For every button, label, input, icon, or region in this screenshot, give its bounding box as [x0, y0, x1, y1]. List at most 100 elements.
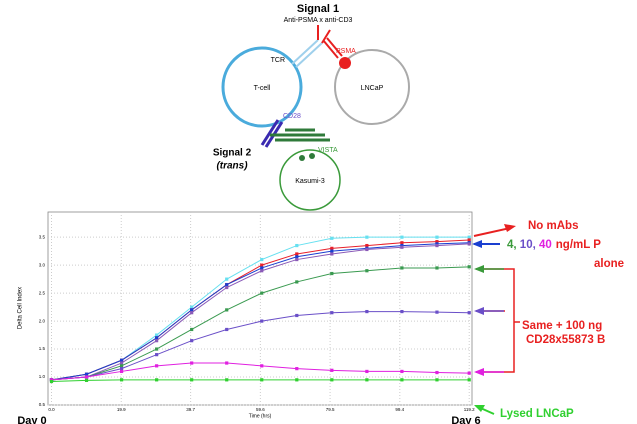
point: [365, 235, 369, 239]
y-tick-label: 1.5: [39, 346, 46, 351]
day-label: Day 0: [17, 415, 46, 424]
point: [260, 263, 264, 267]
point: [225, 378, 229, 382]
point: [155, 336, 159, 340]
point: [260, 257, 264, 262]
label: Kasumi-3: [295, 178, 325, 185]
point: [119, 358, 124, 362]
point: [467, 242, 471, 246]
point: [155, 378, 159, 382]
annotation-text: 4, 10, 40 ng/mL P: [507, 239, 601, 251]
point: [119, 367, 124, 371]
annotation: 40: [539, 239, 552, 251]
annotation: No mAbs: [528, 220, 578, 232]
label: PSMA: [336, 48, 356, 55]
point: [295, 255, 299, 259]
y-tick-label: 2.0: [39, 318, 46, 323]
point: [295, 367, 299, 371]
point: [330, 311, 334, 315]
point: [435, 235, 439, 239]
point: [400, 241, 404, 245]
point: [435, 242, 439, 246]
y-tick-label: 3.5: [39, 234, 46, 239]
point: [467, 378, 471, 382]
label: TCR: [271, 57, 285, 64]
point: [435, 370, 439, 375]
point: [49, 378, 54, 382]
point: [365, 269, 369, 273]
point: [400, 266, 404, 270]
point: [225, 283, 229, 287]
y-tick-label: 2.5: [39, 290, 46, 295]
annotation: Same + 100 ng: [522, 320, 602, 332]
x-tick-label: 19.9: [117, 407, 126, 412]
y-axis-label: Delta Cell Index: [18, 287, 24, 329]
point: [400, 378, 404, 382]
point: [330, 271, 334, 276]
annotations: No mAbs 4, 10, 40 ng/mL P alone Same + 10…: [472, 220, 624, 420]
psma: [339, 57, 351, 69]
point: [330, 378, 334, 382]
point: [400, 245, 404, 249]
point: [330, 246, 334, 250]
day-label: Day 6: [451, 415, 480, 424]
annotation: ng/mL P: [556, 239, 601, 251]
point: [119, 361, 124, 365]
y-tick-label: 0.5: [39, 402, 46, 407]
annotation: 10: [520, 239, 533, 251]
label: LNCaP: [361, 85, 384, 92]
point: [400, 243, 404, 248]
label: CD28: [283, 113, 301, 120]
point: [467, 371, 471, 375]
label: (trans): [216, 161, 248, 172]
point: [155, 333, 159, 337]
point: [190, 339, 194, 343]
point: [435, 378, 439, 382]
point: [119, 369, 124, 374]
point: [49, 379, 54, 384]
point: [190, 308, 194, 312]
label: T-cell: [254, 85, 271, 92]
point: [400, 235, 404, 239]
cell: [334, 49, 410, 125]
point: [467, 238, 471, 242]
point: [435, 266, 439, 270]
label: Anti-PSMA x anti-CD3: [284, 17, 353, 24]
point: [365, 247, 369, 252]
x-tick-label: 79.5: [326, 407, 335, 412]
antibody: [317, 25, 343, 59]
point: [400, 369, 404, 374]
point: [467, 265, 471, 269]
point: [330, 236, 334, 240]
point: [330, 249, 334, 253]
point: [155, 364, 159, 368]
point: [330, 252, 334, 256]
point: [190, 311, 194, 315]
vista: [270, 128, 330, 142]
point: [295, 378, 299, 382]
x-tick-label: 99.4: [395, 407, 404, 412]
point: [435, 243, 439, 248]
point: [365, 243, 369, 248]
x-axis-label: Time (hrs): [249, 413, 272, 419]
x-tick-label: 0.0: [48, 407, 55, 412]
point: [365, 309, 369, 314]
point: [365, 378, 369, 382]
y-tick-label: 3.0: [39, 262, 46, 267]
x-tick-label: 59.6: [256, 407, 265, 412]
x-tick-label: 39.7: [186, 407, 195, 412]
annotation: Lysed LNCaP: [500, 408, 574, 420]
point: [155, 353, 159, 357]
cell: [221, 46, 303, 128]
point: [155, 339, 159, 343]
point: [435, 240, 439, 244]
cell: [279, 149, 341, 211]
y-tick-label: 1.0: [39, 374, 46, 379]
point: [260, 266, 264, 270]
point: [260, 269, 264, 273]
point: [225, 361, 229, 365]
point: [467, 311, 471, 315]
label: Signal 1: [297, 3, 339, 15]
point: [295, 243, 299, 248]
point: [467, 235, 471, 239]
